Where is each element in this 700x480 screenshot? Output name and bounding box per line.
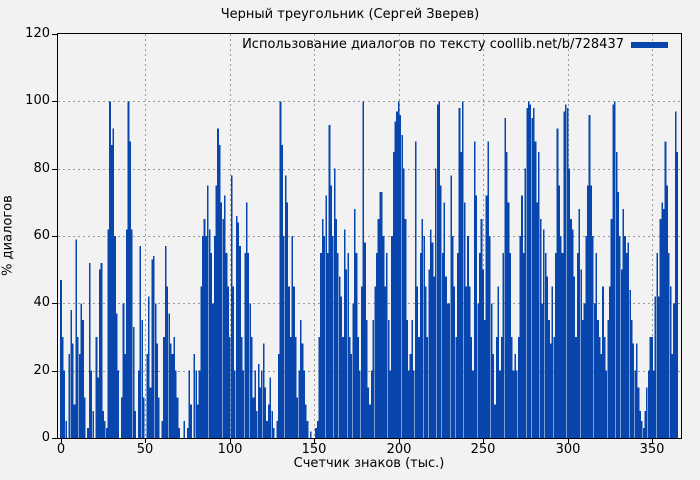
chart-title: Черный треугольник (Сергей Зверев) [220,7,480,22]
x-tick-mark [399,439,400,443]
x-tick-label: 350 [639,442,665,457]
x-tick-label: 0 [56,442,66,457]
x-tick-label: 100 [217,442,243,457]
plot-area: Использование диалогов по тексту coollib… [57,33,682,439]
y-tick-mark [52,303,57,304]
y-tick-mark [52,101,57,102]
y-tick-label: 120 [25,26,50,41]
x-tick-mark [230,439,231,443]
x-tick-mark [483,439,484,443]
y-tick-label: 100 [25,93,50,108]
y-tick-mark [52,169,57,170]
x-tick-mark [61,439,62,443]
y-tick-mark [52,371,57,372]
plot-svg [58,34,681,438]
y-tick-mark [52,34,57,35]
series-impulses [60,101,679,438]
x-tick-mark [314,439,315,443]
y-tick-label: 60 [33,228,50,243]
x-axis-label: Счетчик знаков (тыс.) [293,456,445,471]
y-tick-label: 80 [33,161,50,176]
x-tick-label: 150 [301,442,327,457]
x-tick-label: 300 [555,442,581,457]
legend: Использование диалогов по тексту coollib… [242,37,668,52]
y-tick-mark [52,438,57,439]
y-tick-label: 0 [41,430,50,445]
x-tick-label: 200 [386,442,412,457]
legend-label: Использование диалогов по тексту coollib… [242,37,624,52]
x-tick-label: 50 [136,442,154,457]
y-tick-label: 40 [33,295,50,310]
x-tick-mark [568,439,569,443]
x-tick-label: 250 [470,442,496,457]
y-tick-label: 20 [33,363,50,378]
y-axis-label: % диалогов [0,195,16,276]
y-tick-mark [52,236,57,237]
x-tick-mark [145,439,146,443]
x-tick-mark [652,439,653,443]
legend-swatch [631,41,668,48]
